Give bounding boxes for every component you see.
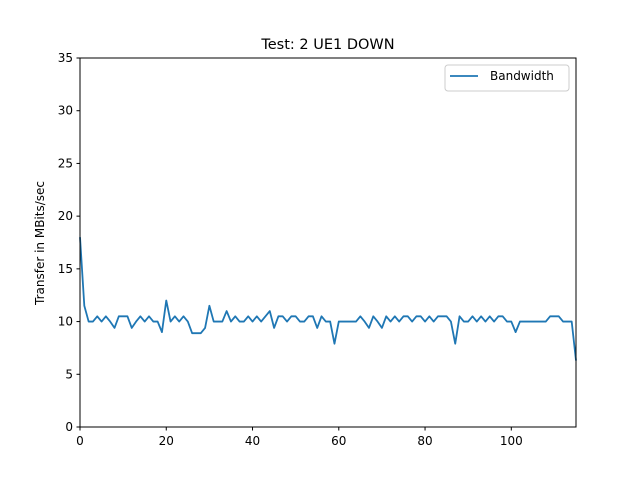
axes-frame — [79, 57, 577, 428]
legend-box — [444, 64, 570, 92]
plot-area — [79, 237, 577, 361]
x-axis-ticks: 0 20 40 60 80 100 — [76, 427, 523, 448]
legend-label-bandwidth: Bandwidth — [490, 69, 554, 83]
legend: Bandwidth — [444, 64, 570, 92]
y-tick-label: 30 — [58, 104, 73, 118]
y-tick-label: 20 — [58, 209, 73, 223]
series-line-bandwidth — [79, 237, 577, 361]
x-tick-label: 60 — [331, 434, 346, 448]
x-tick-label: 0 — [76, 434, 84, 448]
y-tick-label: 25 — [58, 156, 73, 170]
y-tick-label: 5 — [65, 367, 73, 381]
y-axis-ticks: 0 5 10 15 20 25 30 35 — [58, 51, 80, 434]
y-tick-label: 35 — [58, 51, 73, 65]
x-tick-label: 80 — [417, 434, 432, 448]
x-tick-label: 40 — [245, 434, 260, 448]
chart-title: Test: 2 UE1 DOWN — [260, 37, 394, 53]
y-tick-label: 0 — [65, 420, 73, 434]
y-axis-label: Transfer in MBits/sec — [33, 181, 47, 306]
x-tick-label: 100 — [500, 434, 523, 448]
y-tick-label: 10 — [58, 315, 73, 329]
y-tick-label: 15 — [58, 262, 73, 276]
x-tick-label: 20 — [159, 434, 174, 448]
